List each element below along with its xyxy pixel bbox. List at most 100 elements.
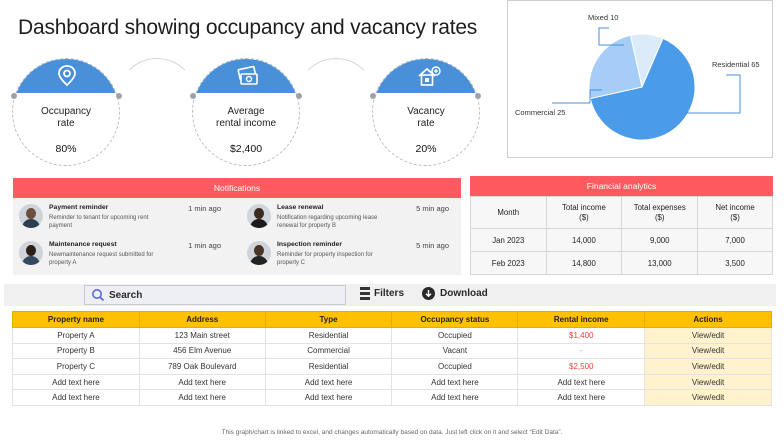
download-label: Download [440, 288, 488, 299]
column-header: Occupancy status [391, 311, 519, 328]
connector-dot [475, 93, 481, 99]
table-cell: 13,000 [621, 251, 699, 275]
table-row: Add text here Add text here Add text her… [12, 389, 772, 406]
notification-title: Inspection reminder [277, 241, 342, 248]
financial-header: Financial analytics [470, 176, 773, 196]
column-header: Total expenses ($) [621, 196, 699, 229]
connector-dot [11, 93, 17, 99]
connector-dot [116, 93, 122, 99]
pie-label-mixed: Mixed 10 [588, 13, 618, 22]
avatar [247, 204, 271, 228]
avatar [19, 241, 43, 265]
pie-label-commercial: Commercial 25 [515, 108, 565, 117]
search-icon [92, 289, 105, 302]
table-cell: Property C [12, 358, 140, 375]
notification-desc: Newmaintenance request submitted for pro… [49, 252, 154, 266]
pie-chart-panel: Mixed 10 Residential 65 Commercial 25 [507, 0, 773, 158]
toolbar: Search Filters Download [4, 284, 776, 306]
notification-item[interactable]: Payment reminder Reminder to tenant for … [15, 204, 225, 236]
kpi-cap [13, 59, 119, 93]
column-header: Property name [12, 311, 140, 328]
view-edit-link[interactable]: View/edit [644, 373, 772, 391]
table-cell: Residential [264, 358, 393, 375]
footer-note: This graph/chart is linked to excel, and… [221, 429, 563, 436]
table-cell: 9,000 [621, 228, 699, 252]
kpi-cap [193, 59, 299, 93]
table-cell: Add text here [517, 389, 646, 406]
notification-item[interactable]: Maintenance request Newmaintenance reque… [15, 241, 225, 273]
notification-time: 1 min ago [188, 204, 221, 213]
connector-dot [296, 93, 302, 99]
column-header: Type [264, 311, 393, 328]
table-cell: Add text here [264, 389, 393, 406]
column-header: Month [470, 196, 547, 229]
table-cell: Property B [12, 342, 140, 360]
kpi-connector [117, 58, 197, 138]
download-button[interactable]: Download [422, 287, 488, 300]
table-cell: Residential [264, 327, 393, 344]
kpi-value: $2,400 [229, 143, 263, 155]
money-icon [237, 65, 258, 85]
column-header: Actions [644, 311, 772, 328]
table-cell: Occupied [391, 358, 519, 375]
connector-dot [370, 93, 376, 99]
table-cell: Add text here [391, 389, 519, 406]
table-cell: 3,500 [697, 251, 773, 275]
notification-desc: Notification regarding upcoming lease re… [277, 215, 378, 229]
table-cell: $2,500 [517, 358, 646, 375]
kpi-occupancy-rate: Occupancy rate 80% [12, 58, 120, 166]
table-cell: 456 Elm Avenue [138, 342, 266, 360]
column-header: Net income ($) [697, 196, 773, 229]
search-label: Search [109, 290, 143, 301]
notification-title: Payment reminder [49, 204, 109, 211]
table-cell: Property A [12, 327, 140, 344]
property-table: Property name Address Type Occupancy sta… [12, 311, 772, 406]
column-header: Rental income [517, 311, 646, 328]
notification-time: 1 min ago [188, 241, 221, 250]
table-row: Property A 123 Main street Residential O… [12, 327, 772, 344]
table-cell: Add text here [12, 389, 140, 406]
kpi-label: Average rental income [215, 106, 277, 129]
view-edit-link[interactable]: View/edit [644, 342, 772, 360]
column-header: Total income ($) [545, 196, 623, 229]
download-icon [422, 287, 435, 300]
table-cell: Occupied [391, 327, 519, 344]
kpi-label: Occupancy rate [40, 106, 92, 129]
kpi-cap [373, 59, 479, 93]
view-edit-link[interactable]: View/edit [644, 389, 772, 406]
connector-dot [190, 93, 196, 99]
notifications-header: Notifications [13, 178, 461, 198]
table-cell: Commercial [264, 342, 393, 360]
notification-item[interactable]: Inspection reminder Reminder for propert… [243, 241, 453, 273]
table-cell: Add text here [391, 373, 519, 391]
kpi-label: Vacancy rate [407, 106, 445, 129]
kpi-connector [296, 58, 376, 138]
notification-item[interactable]: Lease renewal Notification regarding upc… [243, 204, 453, 236]
financial-table: Month Total income ($) Total expenses ($… [470, 196, 773, 275]
view-edit-link[interactable]: View/edit [644, 327, 772, 344]
column-header: Address [138, 311, 266, 328]
search-input[interactable]: Search [84, 285, 346, 305]
filters-label: Filters [374, 288, 405, 299]
notification-time: 5 min ago [416, 241, 449, 250]
table-cell: Add text here [12, 373, 140, 391]
page-title: Dashboard showing occupancy and vacancy … [18, 16, 478, 39]
table-row: Property C 789 Oak Boulevard Residential… [12, 358, 772, 375]
table-cell: Add text here [517, 373, 646, 391]
notification-desc: Reminder for property inspection for pro… [277, 252, 373, 266]
leader-line-commercial [552, 89, 602, 104]
notification-title: Lease renewal [277, 204, 324, 211]
notifications-panel: Notifications Payment reminder Reminder … [13, 178, 461, 275]
notification-title: Maintenance request [49, 241, 117, 248]
table-cell: Add text here [138, 389, 266, 406]
filters-button[interactable]: Filters [360, 287, 405, 300]
table-cell: 123 Main street [138, 327, 266, 344]
kpi-average-rental-income: Average rental income $2,400 [192, 58, 300, 166]
pie-label-residential: Residential 65 [712, 60, 760, 69]
kpi-value: 80% [55, 143, 77, 155]
leader-line-mixed [598, 27, 624, 46]
avatar [19, 204, 43, 228]
view-edit-link[interactable]: View/edit [644, 358, 772, 375]
kpi-vacancy-rate: Vacancy rate 20% [372, 58, 480, 166]
table-cell: Vacant [391, 342, 519, 360]
